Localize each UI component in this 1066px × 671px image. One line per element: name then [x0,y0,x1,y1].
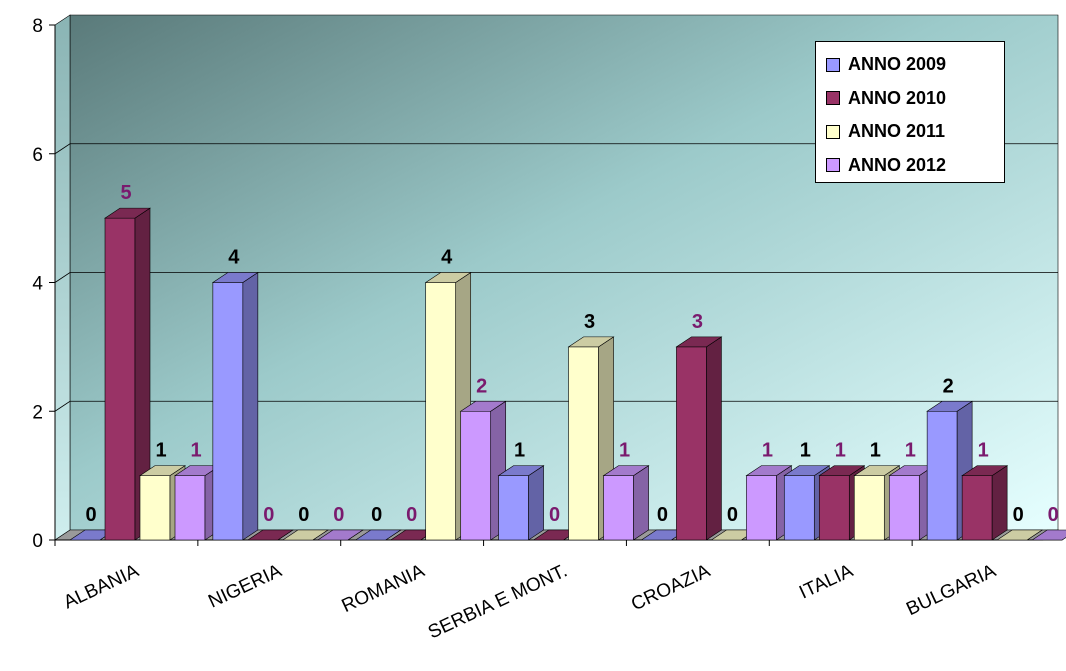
gridlines [54,143,1058,412]
x-tick-label: NIGERIA [205,560,285,612]
legend-swatch-2010 [826,91,840,106]
bar-anno-2012-romania [459,400,507,541]
bar-anno-2011-nigeria [281,529,329,541]
x-tick-label: CROAZIA [628,560,714,615]
data-label: 1 [905,440,916,462]
data-label: 3 [692,311,703,333]
x-tick-label: ROMANIA [339,560,429,617]
data-label: 0 [298,504,309,526]
data-label: 1 [762,440,773,462]
x-tick-label: ITALIA [796,560,857,603]
gridline-6 [54,143,1058,155]
data-label: 0 [85,504,96,526]
legend-swatch-2009 [826,57,840,72]
bar-anno-2012-serbia-e-mont- [602,465,650,541]
bar-anno-2009-nigeria [211,271,259,541]
legend-swatch-2012 [826,158,840,173]
data-label: 0 [371,504,382,526]
y-tick-label: 2 [32,402,43,423]
y-tick-label: 4 [32,274,43,295]
bar-anno-2010-croazia [675,336,723,541]
bar-anno-2011-bulgaria [996,529,1044,541]
legend-item-2009: ANNO 2009 [826,48,1004,82]
data-label: 0 [1013,504,1024,526]
bar-anno-2009-albania [69,529,116,541]
data-label: 1 [619,440,630,462]
bar-anno-2009-romania [354,529,402,541]
legend-item-2011: ANNO 2011 [826,115,1004,149]
data-label: 1 [978,440,989,462]
data-label: 2 [476,375,487,397]
data-label: 1 [514,440,525,462]
legend-item-2012: ANNO 2012 [826,149,1004,183]
gridline-2 [54,400,1058,412]
data-labels: 0 5 1 1 4 0 0 0 0 0 4 2 1 0 3 1 0 3 0 1 1 1 1 1 2 1 0 0 [85,182,1058,526]
y-tick-label: 8 [32,16,43,37]
data-label: 1 [835,440,846,462]
bar-anno-2012-bulgaria [1031,529,1066,541]
data-label: 3 [584,311,595,333]
bars [69,207,1066,541]
data-label: 0 [549,504,560,526]
gridline-4 [54,272,1058,283]
bar-anno-2010-bulgaria [961,465,1009,541]
bar-anno-2012-nigeria [316,529,364,541]
x-tick-label: BULGARIA [903,560,999,620]
y-tick-labels: 0 2 4 6 8 [32,16,55,552]
bar-anno-2010-nigeria [246,529,294,541]
data-label: 0 [1048,504,1059,526]
y-tick-label: 6 [32,145,43,166]
data-label: 1 [870,440,881,462]
data-label: 4 [228,247,240,269]
data-label: 1 [155,440,166,462]
data-label: 0 [263,504,274,526]
bar-anno-2009-serbia-e-mont- [497,465,545,541]
data-label: 0 [333,504,344,526]
data-label: 0 [727,504,738,526]
data-label: 0 [657,504,668,526]
legend: ANNO 2009 ANNO 2010 ANNO 2011 ANNO 2012 [815,41,1005,183]
legend-label-2010: ANNO 2010 [848,87,947,108]
data-label: 1 [800,440,811,462]
x-tick-label: SERBIA E MONT. [425,560,571,643]
legend-label-2012: ANNO 2012 [848,154,947,175]
x-tick-label: ALBANIA [60,560,142,613]
legend-label-2011: ANNO 2011 [848,121,946,142]
bar-anno-2010-albania [104,207,151,541]
data-label: 5 [120,182,131,204]
legend-swatch-2011 [826,124,840,139]
bar-anno-2011-serbia-e-mont- [567,336,615,541]
y-tick-label: 0 [32,531,43,552]
legend-label-2009: ANNO 2009 [848,54,947,75]
data-label: 1 [190,440,201,462]
legend-item-2010: ANNO 2010 [826,82,1004,116]
data-label: 2 [943,375,954,397]
data-label: 4 [441,247,453,269]
data-label: 0 [406,504,417,526]
